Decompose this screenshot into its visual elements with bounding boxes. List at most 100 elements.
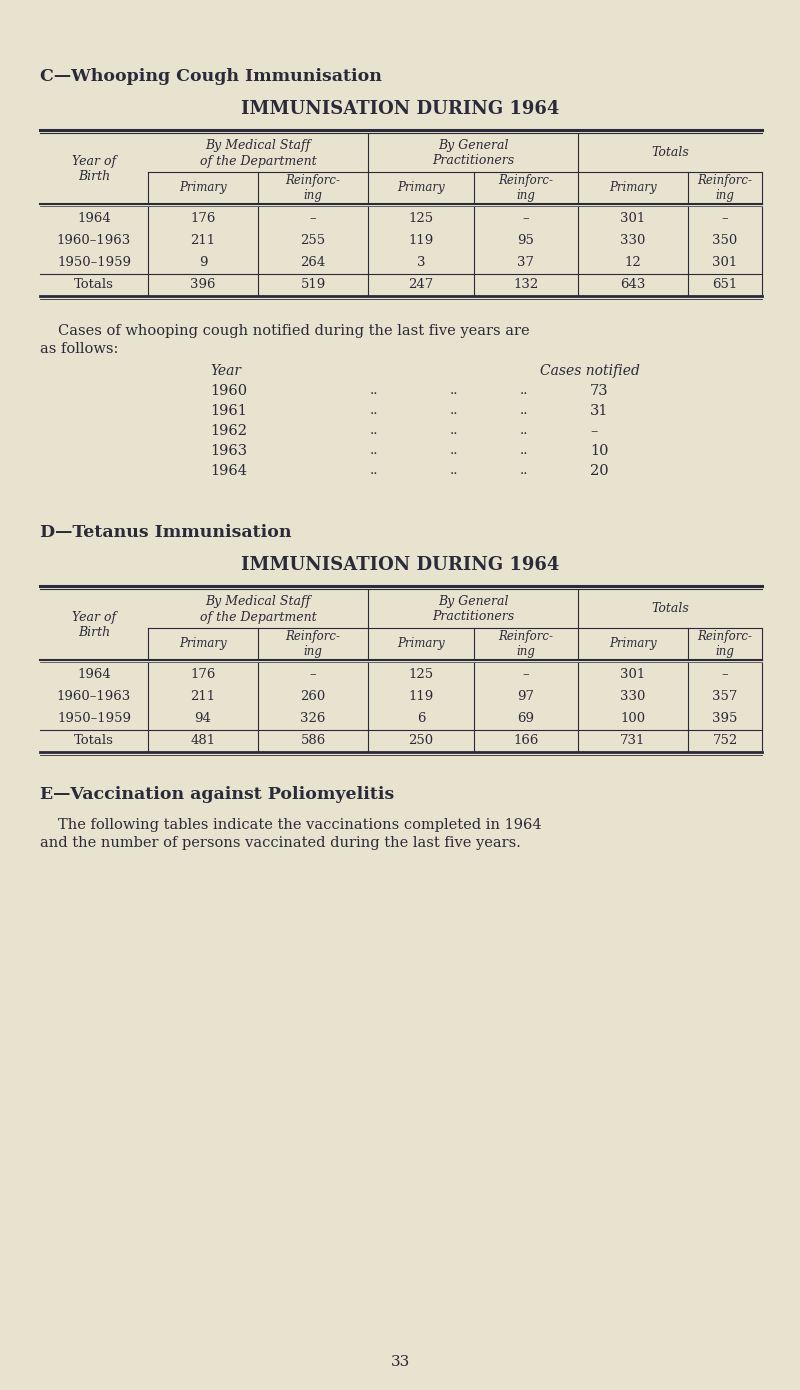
Text: 350: 350 — [712, 235, 738, 247]
Text: 176: 176 — [190, 213, 216, 225]
Text: 481: 481 — [190, 734, 215, 748]
Text: 100: 100 — [621, 713, 646, 726]
Text: 260: 260 — [300, 691, 326, 703]
Text: ..: .. — [450, 424, 458, 436]
Text: ..: .. — [370, 443, 378, 457]
Text: 69: 69 — [518, 713, 534, 726]
Text: 125: 125 — [409, 213, 434, 225]
Text: 1964: 1964 — [210, 464, 247, 478]
Text: Cases of whooping cough notified during the last five years are: Cases of whooping cough notified during … — [58, 324, 530, 338]
Text: 330: 330 — [620, 235, 646, 247]
Text: 264: 264 — [300, 257, 326, 270]
Text: ..: .. — [370, 424, 378, 436]
Text: 95: 95 — [518, 235, 534, 247]
Text: –: – — [310, 669, 316, 681]
Text: 1964: 1964 — [77, 213, 111, 225]
Text: ..: .. — [450, 464, 458, 477]
Text: 1960–1963: 1960–1963 — [57, 691, 131, 703]
Text: Year: Year — [210, 364, 241, 378]
Text: Totals: Totals — [74, 734, 114, 748]
Text: ..: .. — [450, 404, 458, 417]
Text: IMMUNISATION DURING 1964: IMMUNISATION DURING 1964 — [241, 100, 559, 118]
Text: 211: 211 — [190, 691, 215, 703]
Text: 247: 247 — [408, 278, 434, 292]
Text: 1962: 1962 — [210, 424, 247, 438]
Text: 330: 330 — [620, 691, 646, 703]
Text: 301: 301 — [620, 669, 646, 681]
Text: 1960–1963: 1960–1963 — [57, 235, 131, 247]
Text: Primary: Primary — [179, 182, 227, 195]
Text: ..: .. — [450, 443, 458, 457]
Text: Reinforc-
ing: Reinforc- ing — [698, 630, 753, 657]
Text: Totals: Totals — [651, 602, 689, 616]
Text: 752: 752 — [712, 734, 738, 748]
Text: 396: 396 — [190, 278, 216, 292]
Text: Reinforc-
ing: Reinforc- ing — [498, 630, 554, 657]
Text: 6: 6 — [417, 713, 426, 726]
Text: ..: .. — [520, 464, 529, 477]
Text: Reinforc-
ing: Reinforc- ing — [498, 174, 554, 202]
Text: 1960: 1960 — [210, 384, 247, 398]
Text: 301: 301 — [712, 257, 738, 270]
Text: 94: 94 — [194, 713, 211, 726]
Text: –: – — [722, 213, 728, 225]
Text: Primary: Primary — [397, 638, 445, 651]
Text: –: – — [522, 213, 530, 225]
Text: 97: 97 — [518, 691, 534, 703]
Text: E—Vaccination against Poliomyelitis: E—Vaccination against Poliomyelitis — [40, 785, 394, 803]
Text: 10: 10 — [590, 443, 609, 457]
Text: ..: .. — [520, 424, 529, 436]
Text: Reinforc-
ing: Reinforc- ing — [286, 174, 341, 202]
Text: 119: 119 — [408, 235, 434, 247]
Text: 643: 643 — [620, 278, 646, 292]
Text: 586: 586 — [300, 734, 326, 748]
Text: 20: 20 — [590, 464, 609, 478]
Text: Cases notified: Cases notified — [540, 364, 640, 378]
Text: Primary: Primary — [397, 182, 445, 195]
Text: 255: 255 — [301, 235, 326, 247]
Text: 211: 211 — [190, 235, 215, 247]
Text: 73: 73 — [590, 384, 609, 398]
Text: 125: 125 — [409, 669, 434, 681]
Text: 1961: 1961 — [210, 404, 247, 418]
Text: 37: 37 — [518, 257, 534, 270]
Text: 1963: 1963 — [210, 443, 247, 457]
Text: Primary: Primary — [179, 638, 227, 651]
Text: 9: 9 — [198, 257, 207, 270]
Text: 3: 3 — [417, 257, 426, 270]
Text: –: – — [722, 669, 728, 681]
Text: 301: 301 — [620, 213, 646, 225]
Text: 33: 33 — [390, 1355, 410, 1369]
Text: Totals: Totals — [74, 278, 114, 292]
Text: 250: 250 — [409, 734, 434, 748]
Text: 31: 31 — [590, 404, 609, 418]
Text: ..: .. — [370, 464, 378, 477]
Text: By Medical Staff
of the Department: By Medical Staff of the Department — [200, 595, 316, 624]
Text: 1950–1959: 1950–1959 — [57, 713, 131, 726]
Text: 651: 651 — [712, 278, 738, 292]
Text: Reinforc-
ing: Reinforc- ing — [698, 174, 753, 202]
Text: By General
Practitioners: By General Practitioners — [432, 595, 514, 624]
Text: –: – — [522, 669, 530, 681]
Text: 132: 132 — [514, 278, 538, 292]
Text: ..: .. — [520, 443, 529, 457]
Text: ..: .. — [370, 404, 378, 417]
Text: Totals: Totals — [651, 146, 689, 160]
Text: 176: 176 — [190, 669, 216, 681]
Text: 119: 119 — [408, 691, 434, 703]
Text: 395: 395 — [712, 713, 738, 726]
Text: By Medical Staff
of the Department: By Medical Staff of the Department — [200, 139, 316, 168]
Text: ..: .. — [520, 404, 529, 417]
Text: Reinforc-
ing: Reinforc- ing — [286, 630, 341, 657]
Text: IMMUNISATION DURING 1964: IMMUNISATION DURING 1964 — [241, 556, 559, 574]
Text: D—Tetanus Immunisation: D—Tetanus Immunisation — [40, 524, 291, 541]
Text: 357: 357 — [712, 691, 738, 703]
Text: ..: .. — [370, 384, 378, 398]
Text: ..: .. — [450, 384, 458, 398]
Text: C—Whooping Cough Immunisation: C—Whooping Cough Immunisation — [40, 68, 382, 85]
Text: Primary: Primary — [609, 638, 657, 651]
Text: Primary: Primary — [609, 182, 657, 195]
Text: 1950–1959: 1950–1959 — [57, 257, 131, 270]
Text: as follows:: as follows: — [40, 342, 118, 356]
Text: 1964: 1964 — [77, 669, 111, 681]
